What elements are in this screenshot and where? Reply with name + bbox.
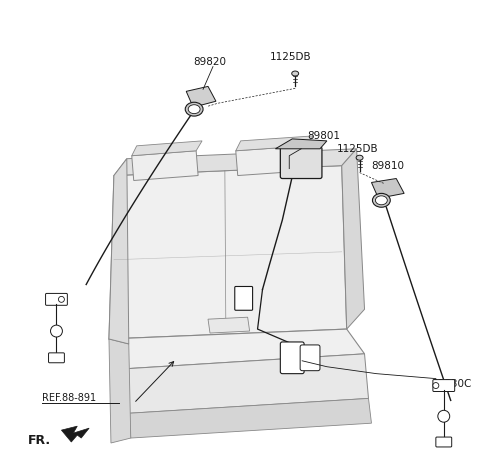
Polygon shape [372, 179, 404, 199]
Circle shape [433, 383, 439, 389]
Text: 1125DB: 1125DB [269, 52, 311, 62]
Polygon shape [186, 86, 216, 107]
Text: REF.88-891: REF.88-891 [42, 393, 96, 404]
Polygon shape [127, 354, 369, 413]
Ellipse shape [188, 105, 200, 113]
Polygon shape [129, 399, 372, 438]
Text: 89820: 89820 [193, 57, 226, 66]
FancyBboxPatch shape [235, 286, 252, 310]
Circle shape [59, 296, 64, 302]
Text: 1125DB: 1125DB [337, 144, 378, 154]
Polygon shape [236, 136, 313, 151]
FancyBboxPatch shape [436, 437, 452, 447]
Polygon shape [109, 329, 364, 369]
Ellipse shape [185, 102, 203, 116]
Ellipse shape [292, 71, 299, 76]
Polygon shape [114, 149, 357, 176]
Text: 89830C: 89830C [431, 379, 471, 389]
Polygon shape [61, 426, 89, 442]
FancyBboxPatch shape [280, 147, 322, 179]
Ellipse shape [375, 196, 387, 205]
Text: 89810: 89810 [372, 160, 405, 171]
Ellipse shape [372, 193, 390, 207]
FancyBboxPatch shape [48, 353, 64, 363]
Polygon shape [132, 151, 198, 180]
Circle shape [438, 410, 450, 422]
Circle shape [50, 325, 62, 337]
FancyBboxPatch shape [46, 293, 67, 306]
Text: 89801: 89801 [307, 131, 340, 141]
Polygon shape [109, 339, 131, 443]
Polygon shape [236, 146, 309, 176]
FancyBboxPatch shape [433, 379, 455, 392]
Text: FR.: FR. [28, 433, 51, 446]
FancyBboxPatch shape [300, 345, 320, 371]
Polygon shape [342, 149, 364, 329]
Polygon shape [109, 166, 347, 339]
Polygon shape [132, 141, 202, 156]
FancyBboxPatch shape [280, 342, 304, 374]
Polygon shape [276, 139, 327, 149]
Ellipse shape [356, 155, 363, 160]
Polygon shape [208, 317, 250, 333]
Polygon shape [109, 159, 129, 344]
